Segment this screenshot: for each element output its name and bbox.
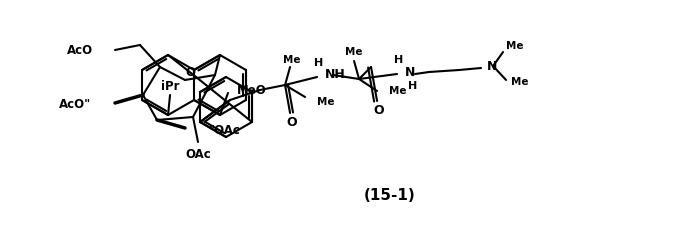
- Text: O: O: [185, 66, 195, 78]
- Text: H: H: [314, 58, 324, 68]
- Text: iPr: iPr: [161, 80, 179, 94]
- Text: O: O: [373, 105, 385, 117]
- Text: Me: Me: [511, 77, 528, 87]
- Text: AcO": AcO": [59, 99, 91, 111]
- Text: H: H: [394, 55, 403, 65]
- Text: N: N: [487, 59, 498, 73]
- Text: H: H: [408, 81, 417, 91]
- Text: Me: Me: [283, 55, 301, 65]
- Text: MeO: MeO: [237, 84, 267, 98]
- Text: OAc: OAc: [185, 149, 211, 161]
- Text: Me: Me: [506, 41, 524, 51]
- Text: AcO: AcO: [67, 44, 93, 56]
- Text: N: N: [405, 66, 415, 78]
- Text: Me: Me: [389, 86, 406, 96]
- Text: O: O: [287, 117, 297, 129]
- Text: Me: Me: [317, 97, 334, 107]
- Text: NH: NH: [325, 69, 346, 81]
- Text: (15-1): (15-1): [364, 187, 416, 202]
- Text: Me: Me: [346, 47, 363, 57]
- Text: "OAc: "OAc: [209, 124, 241, 136]
